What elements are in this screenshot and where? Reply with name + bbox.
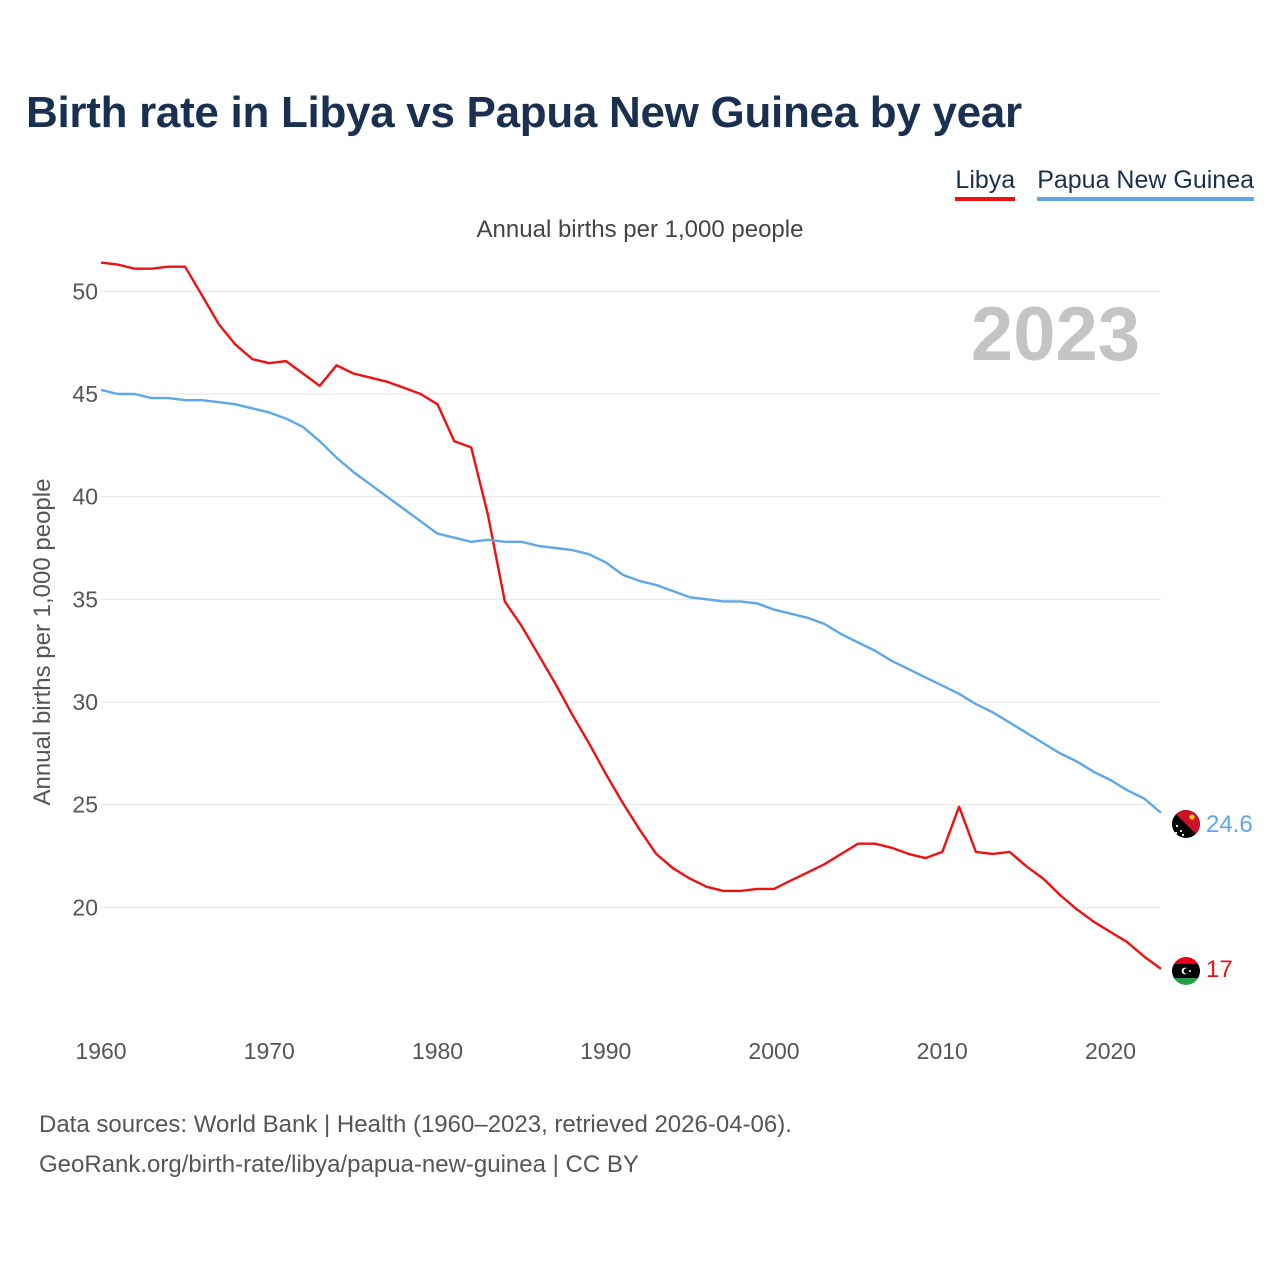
chart-title: Birth rate in Libya vs Papua New Guinea … <box>26 88 1022 137</box>
year-watermark: 2023 <box>971 292 1140 377</box>
x-tick-label: 2020 <box>1085 1038 1136 1064</box>
end-label-papua-new-guinea: 24.6 <box>1206 811 1253 838</box>
y-tick-label: 40 <box>72 484 98 510</box>
x-tick-label: 1990 <box>580 1038 631 1064</box>
series-line-libya[interactable] <box>100 261 1162 970</box>
footer: Data sources: World Bank | Health (1960–… <box>39 1105 792 1185</box>
y-tick-label: 20 <box>72 894 98 920</box>
y-tick-label: 30 <box>72 689 98 715</box>
series-line-papua-new-guinea[interactable] <box>100 388 1162 814</box>
x-tick-label: 1970 <box>244 1038 295 1064</box>
gridlines <box>101 290 1161 908</box>
end-label-libya: 17 <box>1206 956 1233 983</box>
x-axis-ticks: 1960 1970 1980 1990 2000 2010 2020 <box>75 1038 1136 1064</box>
footer-link[interactable]: GeoRank.org/birth-rate/libya/papua-new-g… <box>39 1151 639 1178</box>
legend-item-libya[interactable]: Libya <box>955 166 1016 201</box>
series-lines <box>100 261 1162 970</box>
footer-sources: Data sources: World Bank | Health (1960–… <box>39 1111 792 1138</box>
y-axis-label: Annual births per 1,000 people <box>29 479 56 806</box>
y-tick-label: 50 <box>72 278 98 304</box>
x-tick-label: 1960 <box>75 1038 126 1064</box>
chart-subtitle: Annual births per 1,000 people <box>476 216 804 243</box>
y-tick-label: 35 <box>72 586 98 612</box>
y-tick-label: 25 <box>72 792 98 818</box>
legend-item-papua-new-guinea[interactable]: Papua New Guinea <box>1037 166 1254 201</box>
end-markers: 24.6 17 <box>1172 810 1253 985</box>
x-tick-label: 2010 <box>917 1038 968 1064</box>
legend: Libya Papua New Guinea <box>955 166 1254 201</box>
y-tick-label: 45 <box>72 381 98 407</box>
y-axis-ticks: 20 25 30 35 40 45 50 <box>72 278 98 920</box>
x-tick-label: 1980 <box>412 1038 463 1064</box>
libya-flag-icon <box>1172 957 1200 985</box>
papua-new-guinea-flag-icon <box>1172 810 1200 838</box>
x-tick-label: 2000 <box>748 1038 799 1064</box>
